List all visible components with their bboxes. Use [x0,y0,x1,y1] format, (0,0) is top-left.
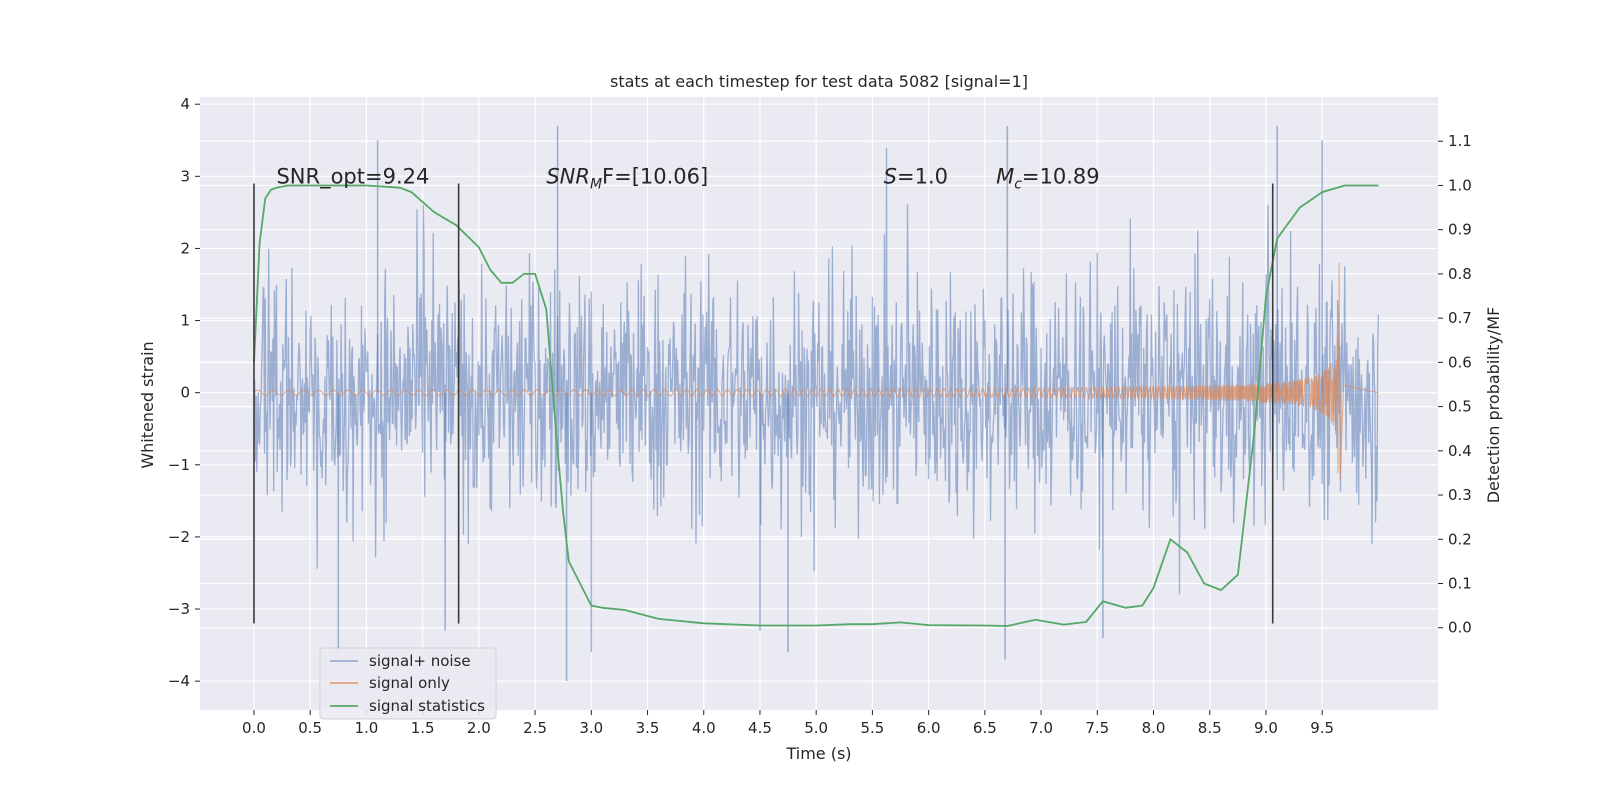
legend-label-noise: signal+ noise [369,652,471,670]
signal-trace [253,262,1379,480]
y2-tick-label: 0.1 [1448,575,1472,593]
vertical-markers [253,183,1274,624]
x-tick-label: 3.0 [579,719,603,737]
stats-line [253,184,1379,627]
x-tick-label: 6.5 [973,719,997,737]
x-tick-label: 4.5 [748,719,772,737]
x-axis-title: Time (s) [785,744,851,763]
y2-axis-title: Detection probability/MF [1484,307,1503,504]
x-axis: 0.0 0.5 1.0 1.5 2.0 2.5 3.0 3.5 4.0 4.5 5.0 5.5 6.0 6… [242,710,1334,737]
x-tick-label: 1.5 [411,719,435,737]
y-tick-label: −2 [168,528,190,546]
y2-tick-label: 1.0 [1448,176,1472,194]
y-tick-label: 3 [180,167,190,185]
x-tick-label: 7.0 [1029,719,1053,737]
x-tick-label: 0.0 [242,719,266,737]
legend-label-stats: signal statistics [369,697,485,715]
x-tick-label: 9.0 [1254,719,1278,737]
x-tick-label: 2.0 [467,719,491,737]
y2-tick-label: 0.8 [1448,265,1472,283]
annotation-3: Mc=10.89 [996,164,1100,192]
x-tick-label: 6.0 [917,719,941,737]
x-tick-label: 0.5 [298,719,322,737]
y-tick-label: 1 [180,312,190,330]
y2-tick-label: 0.9 [1448,221,1472,239]
x-tick-label: 4.0 [692,719,716,737]
y2-tick-label: 0.3 [1448,486,1472,504]
y-tick-label: −3 [168,600,190,618]
y2-tick-label: 1.1 [1448,132,1472,150]
x-tick-label: 8.5 [1198,719,1222,737]
x-tick-label: 5.5 [860,719,884,737]
legend: signal+ noise signal only signal statist… [319,647,497,720]
series-signal-only [253,262,1379,480]
y-axis-left: −4 −3 −2 −1 0 1 2 3 4 [168,95,200,690]
y-tick-label: −1 [168,456,190,474]
y2-tick-label: 0.6 [1448,353,1472,371]
annotations: SNR_opt=9.24 SNRMF=[10.06] S=1.0 Mc=10.89 [276,164,1099,192]
legend-box [319,647,497,720]
y2-tick-label: 0.7 [1448,309,1472,327]
y2-tick-label: 0.0 [1448,619,1472,637]
annotation-2: S=1.0 [884,164,948,188]
x-tick-label: 9.5 [1310,719,1334,737]
y-tick-label: 0 [180,384,190,402]
x-tick-label: 1.0 [354,719,378,737]
x-tick-label: 8.0 [1142,719,1166,737]
annotation-0: SNR_opt=9.24 [276,164,429,189]
legend-label-signal: signal only [369,674,450,692]
y-tick-label: 4 [180,95,190,113]
chart-title: stats at each timestep for test data 508… [610,72,1028,91]
x-tick-label: 5.0 [804,719,828,737]
noise-trace [253,147,1380,595]
x-tick-label: 2.5 [523,719,547,737]
x-tick-label: 3.5 [636,719,660,737]
y2-tick-label: 0.4 [1448,442,1472,460]
annotation-1: SNRMF=[10.06] [546,164,708,192]
y2-tick-label: 0.5 [1448,398,1472,416]
y-axis-title: Whitened strain [138,341,157,468]
series-signal-statistics [253,184,1379,627]
y2-tick-label: 0.2 [1448,530,1472,548]
x-tick-label: 7.5 [1085,719,1109,737]
y-tick-label: 2 [180,239,190,257]
y-tick-label: −4 [168,672,190,690]
y-axis-right: 0.0 0.1 0.2 0.3 0.4 0.5 0.6 0.7 0.8 0.9 1.0 1.1 [1438,132,1472,637]
